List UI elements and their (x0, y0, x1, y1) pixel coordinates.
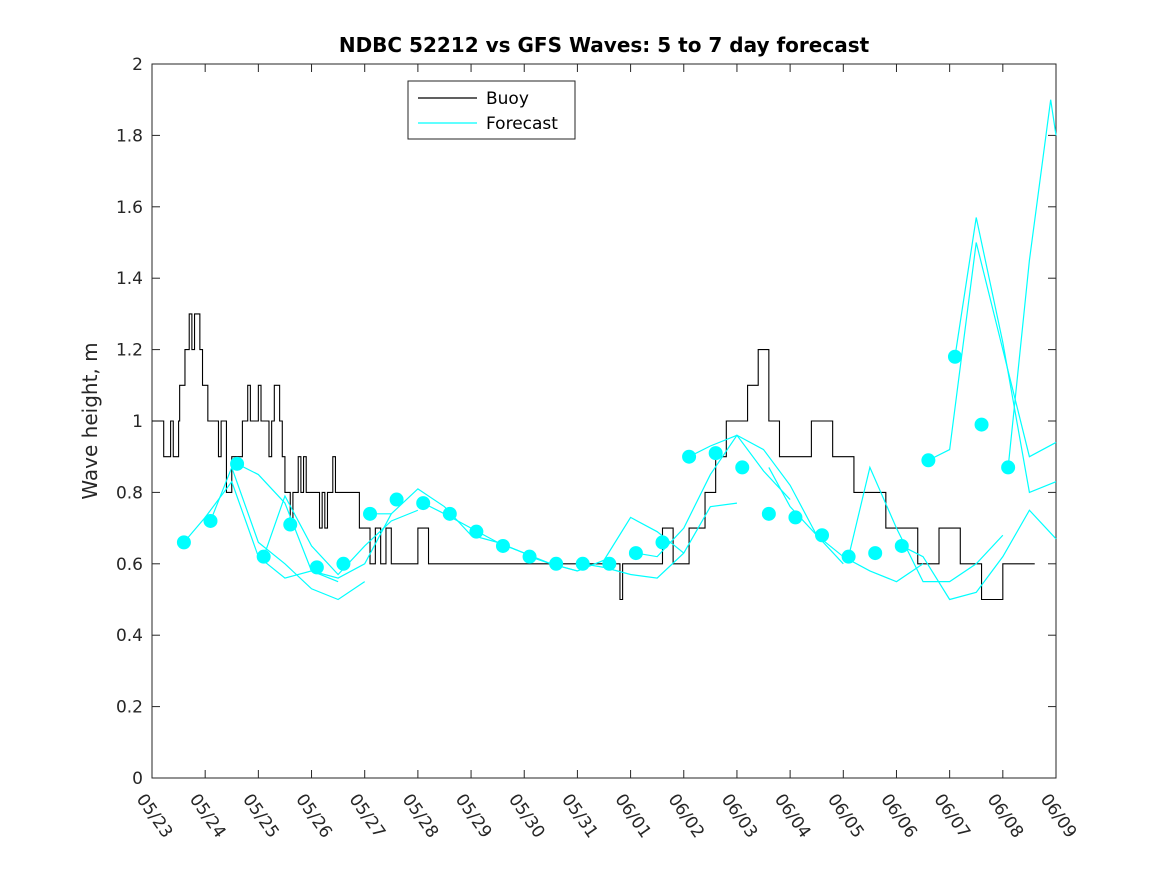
forecast-marker (575, 556, 590, 571)
legend-label-buoy: Buoy (486, 89, 529, 109)
forecast-line (263, 494, 419, 576)
forecast-marker (256, 549, 271, 564)
forecast-marker (841, 549, 856, 564)
buoy-line (152, 313, 1035, 601)
plot-area (151, 63, 1057, 779)
y-axis-label: Wave height, m (78, 342, 102, 499)
y-tick-label: 1.6 (116, 198, 143, 218)
legend-label-forecast: Forecast (486, 114, 558, 134)
forecast-marker (894, 538, 909, 553)
forecast-marker (868, 546, 883, 561)
x-tick-label: 05/23 (132, 790, 176, 842)
legend: Buoy Forecast (407, 80, 576, 140)
forecast-marker (628, 546, 643, 561)
forecast-marker (416, 496, 431, 511)
forecast-marker (203, 513, 218, 528)
forecast-line (928, 242, 1057, 461)
forecast-marker (602, 556, 617, 571)
y-tick-label: 1.4 (116, 269, 143, 289)
forecast-marker (1001, 460, 1016, 475)
x-tick-label: 05/24 (185, 790, 229, 842)
y-tick-label: 0 (132, 769, 143, 789)
forecast-marker (442, 506, 457, 521)
y-axis: 0 0.2 0.4 0.6 0.8 1 1.2 1.4 1.6 1.8 2 (116, 55, 1056, 789)
x-tick-label: 06/08 (983, 790, 1027, 842)
chart-title: NDBC 52212 vs GFS Waves: 5 to 7 day fore… (339, 33, 870, 57)
legend-box (407, 80, 576, 140)
x-tick-label: 06/05 (823, 790, 867, 842)
forecast-marker (655, 535, 670, 550)
y-tick-label: 0.8 (116, 483, 143, 503)
x-tick-label: 05/31 (557, 790, 601, 842)
forecast-marker (815, 528, 830, 543)
forecast-marker (363, 506, 378, 521)
x-tick-label: 05/30 (504, 790, 548, 842)
forecast-marker (469, 524, 484, 539)
forecast-marker (230, 456, 245, 471)
forecast-line (635, 434, 791, 558)
x-tick-label: 06/04 (770, 790, 814, 842)
y-tick-label: 1 (132, 412, 143, 432)
forecast-marker (336, 556, 351, 571)
x-tick-label: 06/07 (930, 790, 974, 842)
y-tick-label: 1.2 (116, 341, 143, 361)
forecast-marker (176, 535, 191, 550)
y-tick-label: 0.6 (116, 555, 143, 575)
forecast-marker (389, 492, 404, 507)
forecast-marker (761, 506, 776, 521)
x-tick-label: 05/26 (291, 790, 335, 842)
x-tick-label: 06/06 (876, 790, 920, 842)
x-tick-label: 06/03 (717, 790, 761, 842)
y-tick-label: 0.4 (116, 626, 143, 646)
forecast-line (848, 465, 1004, 583)
plot-series (152, 99, 1057, 601)
x-tick-label: 05/25 (238, 790, 282, 842)
forecast-marker (947, 349, 962, 364)
forecast-marker (735, 460, 750, 475)
forecast-marker (682, 449, 697, 464)
x-tick-label: 06/01 (610, 790, 654, 842)
forecast-marker (283, 517, 298, 532)
forecast-line (1007, 99, 1057, 468)
x-tick-label: 05/27 (345, 790, 389, 842)
forecast-marker (495, 538, 510, 553)
forecast-line (901, 509, 1057, 601)
y-tick-label: 1.8 (116, 126, 143, 146)
x-tick-label: 06/09 (1036, 790, 1080, 842)
x-tick-label: 05/28 (398, 790, 442, 842)
forecast-marker (549, 556, 564, 571)
forecast-marker (921, 453, 936, 468)
forecast-marker (708, 446, 723, 461)
x-tick-label: 05/29 (451, 790, 495, 842)
forecast-marker (309, 560, 324, 575)
y-tick-label: 0.2 (116, 698, 143, 718)
x-tick-label: 06/02 (664, 790, 708, 842)
forecast-marker (522, 549, 537, 564)
y-tick-label: 2 (132, 55, 143, 75)
forecast-marker (788, 510, 803, 525)
forecast-line (954, 217, 1057, 494)
forecast-marker (974, 417, 989, 432)
